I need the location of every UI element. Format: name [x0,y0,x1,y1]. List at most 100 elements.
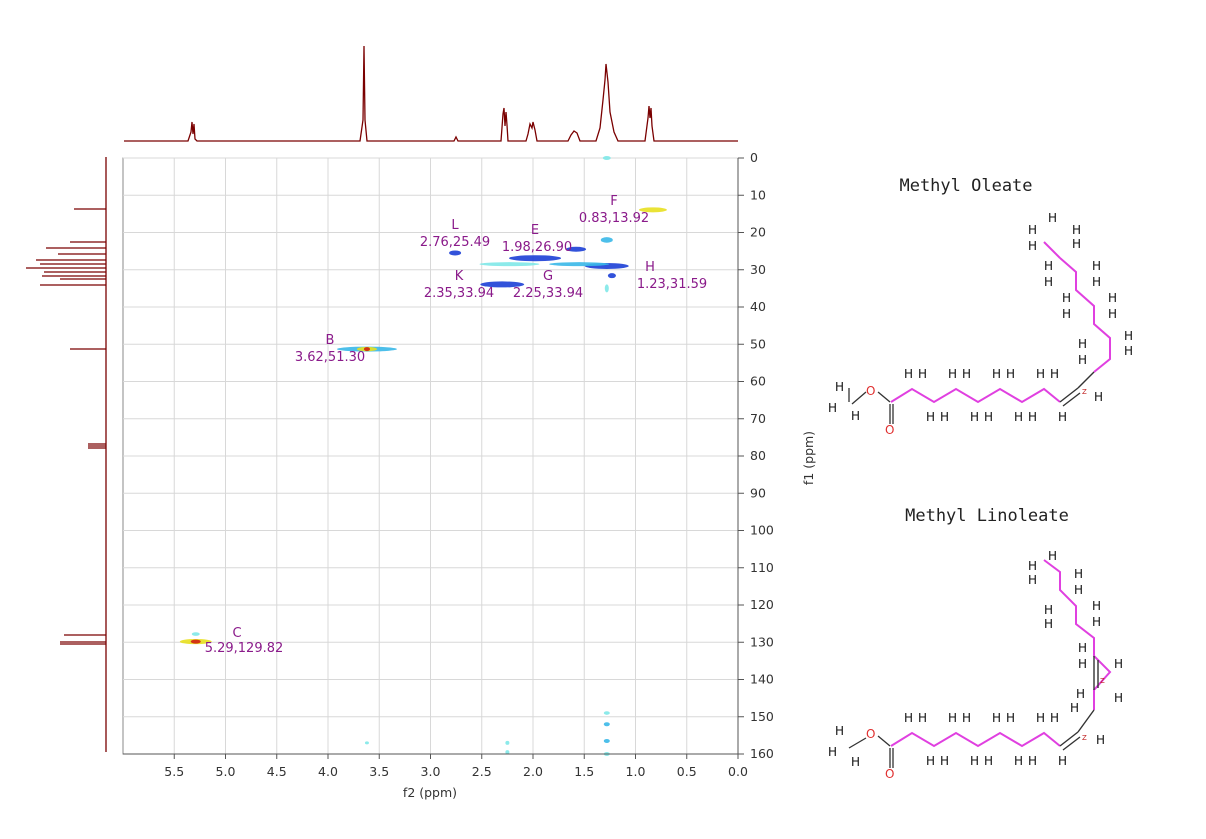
y-axis-title: f1 (ppm) [801,431,816,485]
x-tick-label: 1.0 [626,764,646,779]
methyl-oleate-title: Methyl Oleate [899,176,1032,196]
svg-text:H: H [1114,691,1123,705]
x-tick-label: 3.0 [421,764,441,779]
proton-spectrum-trace [124,45,738,142]
x-tick-label: 2.5 [472,764,492,779]
svg-text:H: H [1028,559,1037,573]
y-tick-label: 150 [750,709,774,724]
svg-text:H: H [1036,367,1045,381]
y-tick-label: 100 [750,523,774,538]
x-tick-label: 5.5 [164,764,184,779]
svg-text:H: H [1092,275,1101,289]
oleate-chain-bonds [890,241,1111,404]
svg-text:H: H [918,711,927,725]
svg-text:H: H [835,380,844,394]
contour-peak [638,207,667,213]
contour-peak [191,632,200,636]
contour-peak [505,750,510,755]
peak-coords-L: 2.76,25.49 [420,235,490,250]
svg-text:H: H [962,367,971,381]
peak-coords-F: 0.83,13.92 [579,211,649,226]
y-tick-label: 110 [750,560,774,575]
peak-label-H: H [645,260,655,275]
x-axis-title: f2 (ppm) [403,785,457,800]
y-tick-label: 10 [750,187,766,202]
svg-text:H: H [1058,410,1067,424]
svg-text:H: H [970,410,979,424]
svg-text:H: H [948,711,957,725]
svg-text:H: H [1058,754,1067,768]
contour-peak [603,738,610,743]
contour-peak [549,262,610,267]
svg-text:H: H [904,711,913,725]
y-axis: 0 10 20 30 40 50 60 70 80 90 100 110 120 130 140 150 160 [737,150,774,761]
contour-peak [449,250,462,256]
contour-peak [509,255,562,262]
svg-text:H: H [1028,573,1037,587]
svg-text:H: H [1006,367,1015,381]
oleate-double-bond [1059,371,1095,407]
x-tick-label: 3.5 [369,764,389,779]
peak-coords-G: 2.25,33.94 [513,286,583,301]
svg-text:H: H [1044,275,1053,289]
y-tick-label: 30 [750,262,766,277]
svg-text:H: H [984,754,993,768]
svg-text:H: H [926,754,935,768]
contour-peak [604,284,609,293]
svg-text:H: H [1006,711,1015,725]
peak-label-K: K [455,269,464,284]
svg-text:O: O [866,727,875,741]
y-tick-label: 70 [750,411,766,426]
contour-peak [600,237,613,243]
peak-coords-E: 1.98,26.90 [502,240,572,255]
peak-label-L: L [451,218,459,233]
peak-label-E: E [531,223,539,238]
svg-text:H: H [1062,291,1071,305]
svg-text:H: H [1092,615,1101,629]
svg-text:Z: Z [1100,677,1105,685]
peak-label-B: B [326,333,335,348]
contour-peak [363,347,370,352]
peak-label-C: C [232,626,241,641]
plot-area: F 0.83,13.92 L 2.76,25.49 E 1.98,26.90 H 1.23,3… [122,150,816,800]
x-tick-label: 1.5 [574,764,594,779]
svg-text:H: H [1062,307,1071,321]
svg-text:H: H [948,367,957,381]
contour-peak [480,281,525,288]
svg-text:H: H [1074,583,1083,597]
svg-text:H: H [1036,711,1045,725]
svg-text:H: H [1078,657,1087,671]
svg-text:H: H [940,754,949,768]
svg-text:H: H [1114,657,1123,671]
svg-text:H: H [962,711,971,725]
svg-text:H: H [1048,549,1057,563]
svg-text:H: H [1014,754,1023,768]
x-tick-label: 0.5 [677,764,697,779]
svg-text:H: H [835,724,844,738]
contour-peak [602,156,611,160]
svg-text:H: H [1072,223,1081,237]
y-tick-label: 60 [750,374,766,389]
svg-text:H: H [1108,291,1117,305]
svg-text:H: H [1096,733,1105,747]
svg-text:H: H [1072,237,1081,251]
x-tick-label: 4.0 [318,764,338,779]
svg-text:H: H [1048,211,1057,225]
contour-peak [190,639,201,644]
svg-text:H: H [1094,390,1103,404]
peak-coords-B: 3.62,51.30 [295,350,365,365]
y-tick-label: 160 [750,746,774,761]
svg-text:H: H [1044,603,1053,617]
proton-projection [124,45,738,142]
linoleate-methyl-ester-bonds [848,735,894,768]
svg-text:H: H [1050,367,1059,381]
y-tick-label: 90 [750,485,766,500]
x-tick-label: 2.0 [523,764,543,779]
svg-text:H: H [984,410,993,424]
svg-text:H: H [851,409,860,423]
